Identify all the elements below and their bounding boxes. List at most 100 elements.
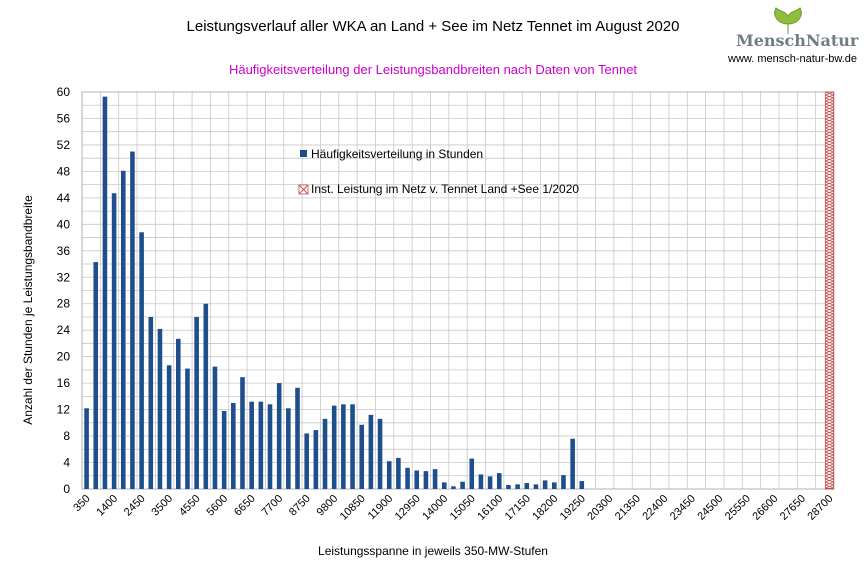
bar bbox=[441, 482, 447, 489]
plot-frame bbox=[81, 91, 835, 490]
hatch-line bbox=[825, 145, 834, 150]
hatch-line bbox=[825, 199, 834, 204]
hatch-line bbox=[825, 445, 834, 450]
hatch-line bbox=[825, 187, 834, 192]
bar bbox=[368, 414, 374, 489]
bar bbox=[533, 484, 539, 489]
hatch-line bbox=[825, 439, 834, 444]
x-tick-label: 8750 bbox=[287, 493, 313, 519]
y-tick-label: 44 bbox=[57, 191, 71, 205]
y-tick-label: 56 bbox=[57, 111, 71, 125]
hatch-line bbox=[825, 352, 834, 357]
hatch-line bbox=[825, 106, 834, 111]
y-tick-label: 4 bbox=[63, 456, 70, 470]
hatch-line bbox=[825, 280, 834, 285]
y-axis-label: Anzahl der Stunden je Leistungsbandbreit… bbox=[21, 195, 35, 425]
hatch-line bbox=[825, 241, 834, 246]
hatch-line bbox=[825, 427, 834, 432]
hatch-line bbox=[825, 100, 834, 105]
x-tick-label: 25550 bbox=[723, 493, 753, 523]
x-tick-label: 12950 bbox=[393, 493, 423, 523]
x-tick-label: 6650 bbox=[232, 493, 258, 519]
hatch-line bbox=[825, 190, 834, 195]
bar bbox=[148, 316, 154, 489]
bar bbox=[469, 458, 475, 489]
hatch-line bbox=[825, 172, 834, 177]
hatch-line bbox=[825, 334, 834, 339]
hatch-line bbox=[825, 142, 834, 147]
hatch-line bbox=[825, 166, 834, 171]
x-tick-label: 3500 bbox=[149, 493, 175, 519]
hatch-line bbox=[825, 259, 834, 264]
legend-label-histogram: Häufigkeitsverteilung in Stunden bbox=[311, 147, 483, 161]
logo: MenschNatur www. mensch-natur-bw.de bbox=[728, 6, 862, 66]
hatch-line bbox=[825, 391, 834, 396]
y-tick-label: 36 bbox=[57, 244, 71, 258]
bar bbox=[377, 418, 383, 489]
hatch-line bbox=[825, 412, 834, 417]
hatch-line bbox=[825, 169, 834, 174]
hatch-line bbox=[825, 424, 834, 429]
hatch-line bbox=[825, 310, 834, 315]
hatch-line bbox=[825, 367, 834, 372]
bar bbox=[258, 401, 264, 489]
x-tick-label: 23450 bbox=[668, 493, 698, 523]
x-tick-label: 7700 bbox=[259, 493, 285, 519]
hatch-line bbox=[825, 253, 834, 258]
hatch-line bbox=[825, 289, 834, 294]
hatch-line bbox=[825, 139, 834, 144]
hatch-line bbox=[825, 415, 834, 420]
hatch-line bbox=[825, 463, 834, 468]
bar bbox=[139, 232, 144, 490]
y-tick-label: 32 bbox=[57, 270, 71, 284]
bar bbox=[120, 170, 126, 489]
hatch-line bbox=[825, 319, 834, 324]
hatch-line bbox=[825, 376, 834, 381]
hatch-line bbox=[825, 448, 834, 453]
hatch-line bbox=[825, 364, 834, 369]
hatch-line bbox=[825, 133, 834, 138]
bar bbox=[478, 474, 484, 489]
x-tick-label: 17150 bbox=[503, 493, 533, 523]
bar bbox=[414, 470, 420, 489]
logo-name: MenschNatur bbox=[736, 31, 859, 50]
hatch-line bbox=[825, 202, 834, 207]
y-tick-label: 16 bbox=[57, 376, 71, 390]
hatch-line bbox=[825, 487, 834, 490]
x-tick-label: 18200 bbox=[530, 493, 560, 523]
x-tick-label: 20300 bbox=[585, 493, 615, 523]
hatch-line bbox=[825, 217, 834, 222]
bar bbox=[542, 480, 548, 489]
hatch-line bbox=[825, 472, 834, 477]
bar bbox=[341, 404, 346, 489]
bar bbox=[313, 430, 319, 489]
bar bbox=[276, 383, 282, 489]
hatch-line bbox=[825, 91, 834, 96]
hatch-line bbox=[825, 154, 834, 159]
x-tick-label: 9800 bbox=[315, 493, 341, 519]
legend: Häufigkeitsverteilung in Stunden Inst. L… bbox=[298, 147, 579, 196]
bar bbox=[249, 401, 254, 489]
ginkgo-leaf-icon bbox=[774, 7, 802, 34]
bar bbox=[267, 404, 273, 489]
hatch-line bbox=[825, 214, 834, 219]
hatch-line bbox=[825, 478, 834, 483]
hatch-line bbox=[825, 184, 834, 189]
hatch-line bbox=[825, 97, 834, 102]
y-tick-label: 0 bbox=[63, 482, 70, 496]
installed-capacity-bar bbox=[824, 91, 834, 490]
hatch-line bbox=[825, 307, 834, 312]
x-tick-label: 28700 bbox=[805, 493, 835, 523]
bar bbox=[130, 151, 135, 490]
bar bbox=[203, 303, 209, 489]
bar bbox=[432, 469, 438, 489]
hatch-line bbox=[825, 265, 834, 270]
y-tick-label: 60 bbox=[57, 85, 71, 99]
x-tick-label: 27650 bbox=[778, 493, 808, 523]
hatch-line bbox=[825, 379, 834, 384]
hatch-line bbox=[825, 268, 834, 273]
hatch-line bbox=[825, 229, 834, 234]
hatch-line bbox=[825, 361, 834, 366]
hatch-line bbox=[825, 340, 834, 345]
bar bbox=[561, 475, 566, 489]
